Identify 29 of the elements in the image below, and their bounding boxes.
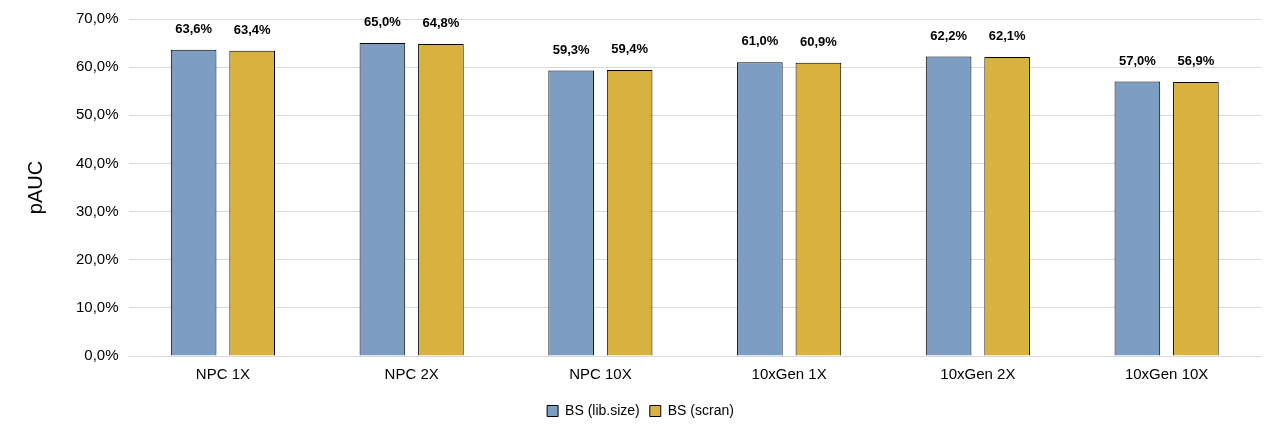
legend-label: BS (scran) xyxy=(667,401,734,418)
data-label: 62,2% xyxy=(930,27,968,43)
y-axis-title: pAUC xyxy=(23,160,46,215)
data-label: 64,8% xyxy=(422,15,460,31)
data-label: 62,1% xyxy=(988,28,1026,44)
y-tick-label: 70,0% xyxy=(75,9,119,27)
data-label: 60,9% xyxy=(799,33,838,49)
y-tick-label: 50,0% xyxy=(75,105,119,123)
data-label: 63,6% xyxy=(175,20,213,36)
legend-label: BS (lib.size) xyxy=(565,401,640,418)
data-label: 63,4% xyxy=(233,21,272,37)
y-tick-label: 20,0% xyxy=(75,249,119,267)
data-label: 59,3% xyxy=(552,41,590,57)
x-tick-label: NPC 2X xyxy=(384,365,439,383)
y-tick-label: 40,0% xyxy=(75,153,119,171)
x-tick-label: 10xGen 10X xyxy=(1124,365,1209,383)
x-tick-label: 10xGen 2X xyxy=(940,365,1016,383)
data-label: 61,0% xyxy=(741,33,779,49)
x-tick-label: NPC 10X xyxy=(569,365,632,383)
data-label: 59,4% xyxy=(611,41,649,57)
x-tick-label: NPC 1X xyxy=(195,365,250,383)
x-tick-label: 10xGen 1X xyxy=(751,365,827,383)
y-tick-label: 10,0% xyxy=(75,298,119,315)
data-label: 56,9% xyxy=(1177,53,1215,69)
data-label: 65,0% xyxy=(363,14,402,30)
y-tick-label: 0,0% xyxy=(84,346,119,364)
y-tick-label: 60,0% xyxy=(75,57,119,75)
data-label: 57,0% xyxy=(1118,52,1157,68)
y-tick-label: 30,0% xyxy=(75,201,119,219)
